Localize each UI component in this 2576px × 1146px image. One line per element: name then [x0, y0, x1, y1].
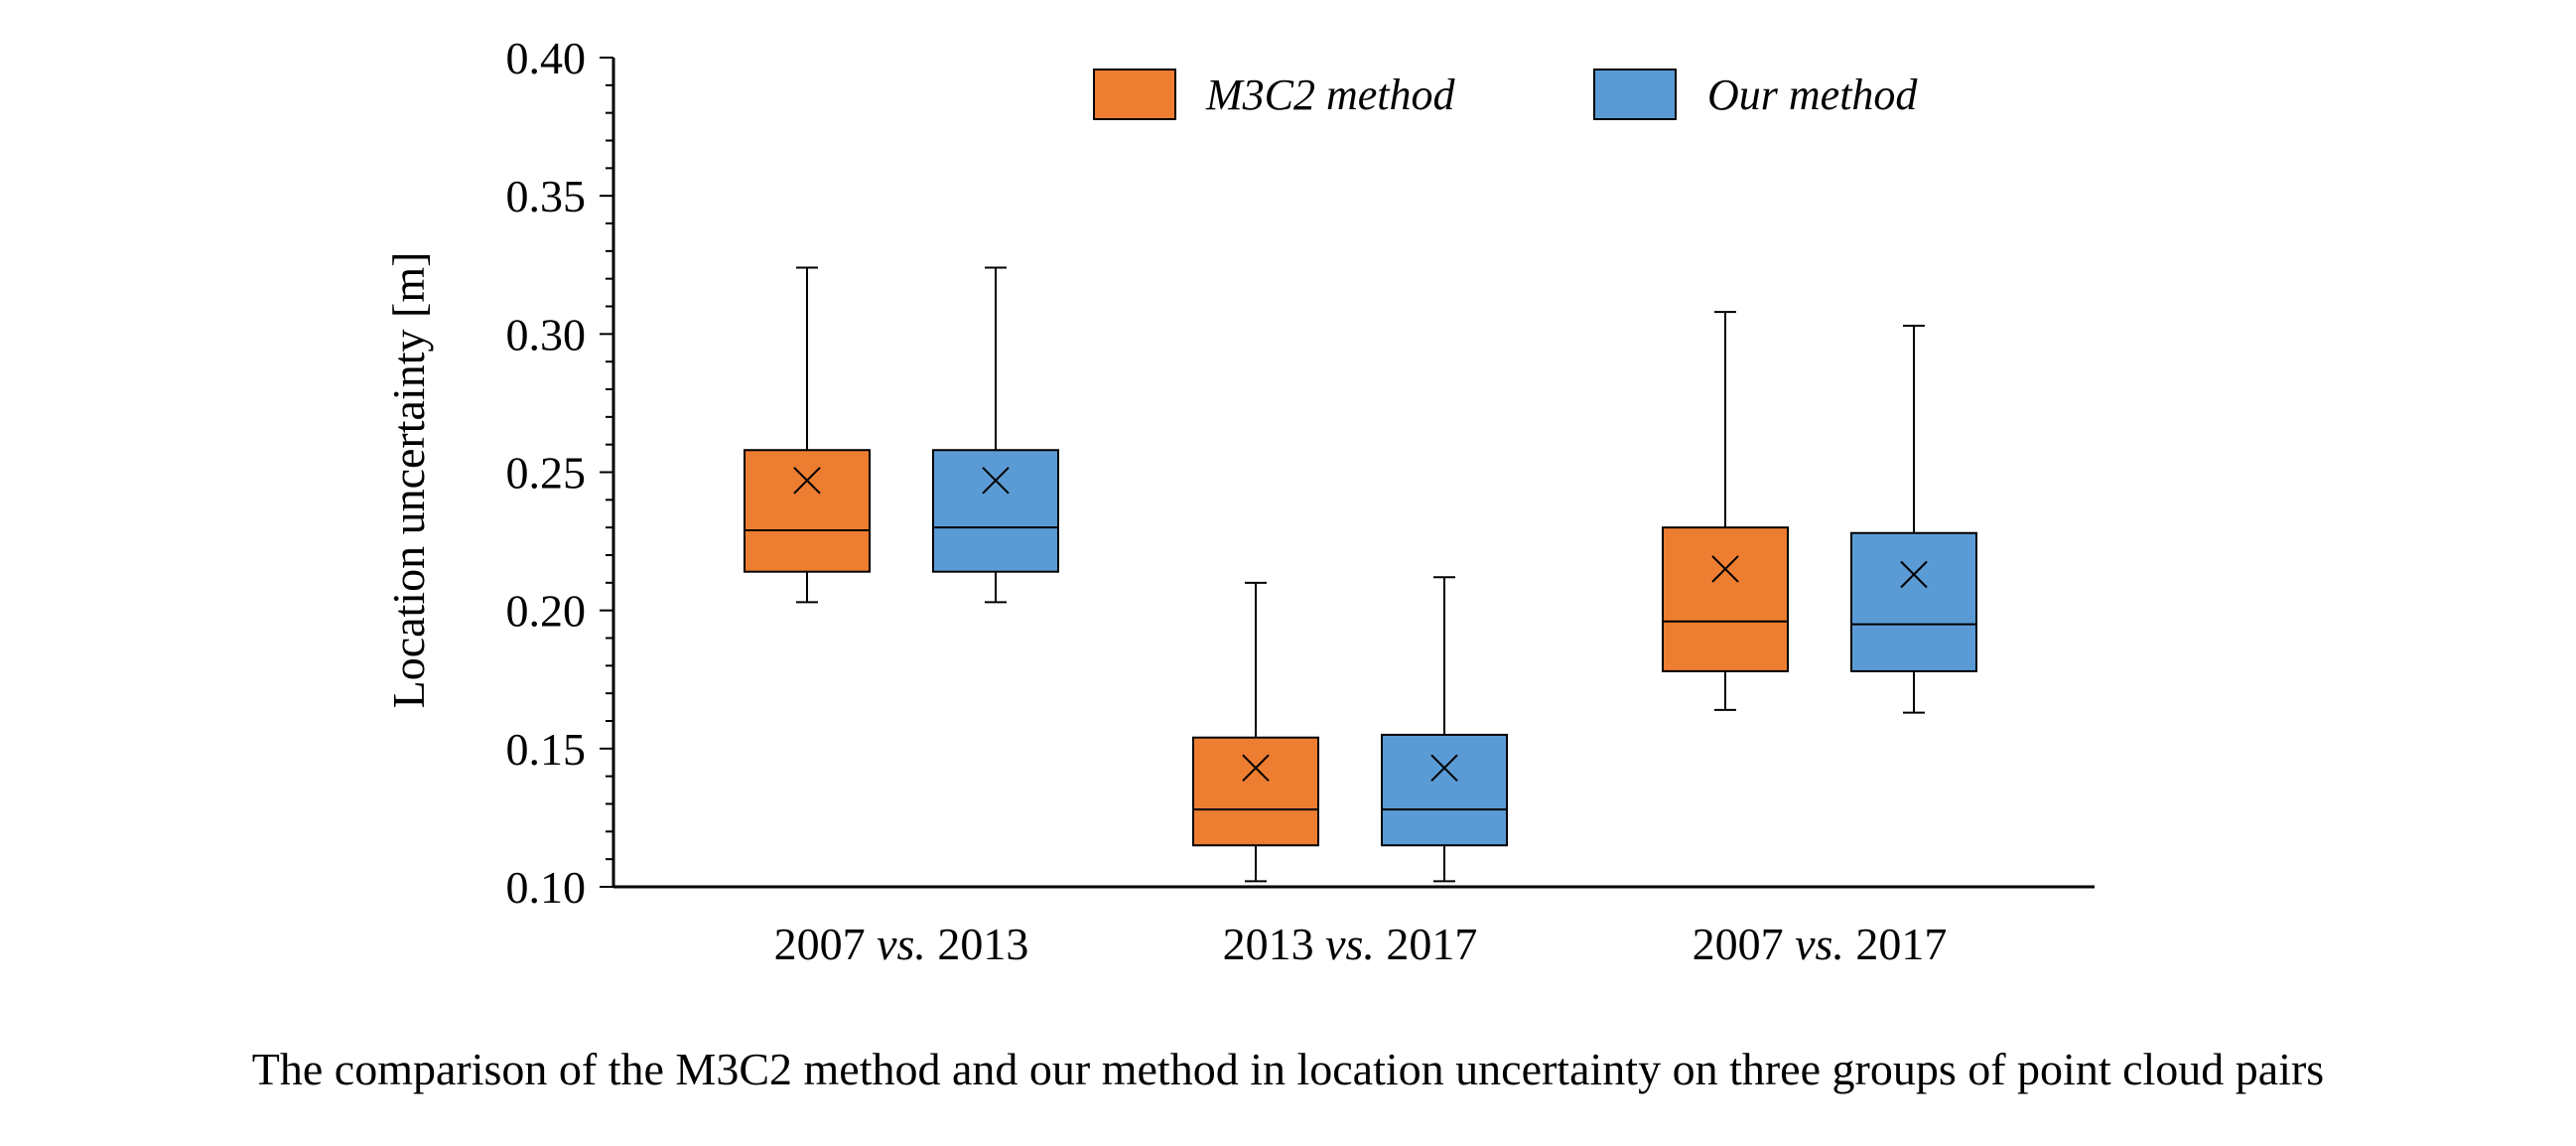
axes: 0.10 0.15 0.20 0.25 0.30 0.35 0.40 Location unc…: [383, 33, 2095, 969]
mean-marker: [1242, 754, 1270, 783]
iqr-box: [1192, 736, 1319, 847]
iqr-box: [1381, 733, 1508, 847]
legend: M3C2 method Our method: [1093, 69, 1918, 120]
mean-marker: [1900, 560, 1928, 589]
box-m3c2-1: [1192, 581, 1319, 883]
iqr-box: [744, 449, 871, 573]
legend-item-m3c2: M3C2 method: [1093, 69, 1456, 120]
y-tick-label: 0.15: [506, 724, 587, 775]
legend-label: Our method: [1707, 71, 1918, 119]
y-tick-label: 0.30: [506, 309, 587, 359]
y-tick-label: 0.35: [506, 171, 587, 221]
x-tick-label: 2007 vs. 2013: [774, 919, 1029, 969]
legend-item-ours: Our method: [1593, 69, 1918, 120]
y-tick-label: 0.10: [506, 862, 587, 913]
y-tick-label: 0.25: [506, 448, 587, 499]
legend-swatch: [1593, 69, 1677, 120]
legend-swatch: [1093, 69, 1176, 120]
boxes: [744, 266, 1977, 883]
x-tick-label: 2007 vs. 2017: [1693, 919, 1948, 969]
iqr-box: [932, 449, 1059, 573]
iqr-box: [1662, 526, 1789, 672]
legend-label: M3C2 method: [1205, 71, 1456, 119]
mean-marker: [1430, 754, 1458, 783]
box-ours-0: [932, 266, 1059, 604]
box-m3c2-2: [1662, 311, 1789, 711]
mean-marker: [793, 467, 821, 495]
y-tick-label: 0.20: [506, 586, 587, 637]
box-ours-2: [1850, 324, 1977, 714]
y-tick-label: 0.40: [506, 33, 587, 83]
mean-marker: [982, 467, 1010, 495]
x-tick-label: 2013 vs. 2017: [1223, 919, 1478, 969]
box-ours-1: [1381, 576, 1508, 883]
iqr-box: [1850, 531, 1977, 672]
y-axis-label: Location uncertainty [m]: [383, 252, 434, 709]
figure-caption: The comparison of the M3C2 method and ou…: [251, 1044, 2325, 1094]
mean-marker: [1711, 555, 1739, 583]
box-m3c2-0: [744, 266, 871, 604]
